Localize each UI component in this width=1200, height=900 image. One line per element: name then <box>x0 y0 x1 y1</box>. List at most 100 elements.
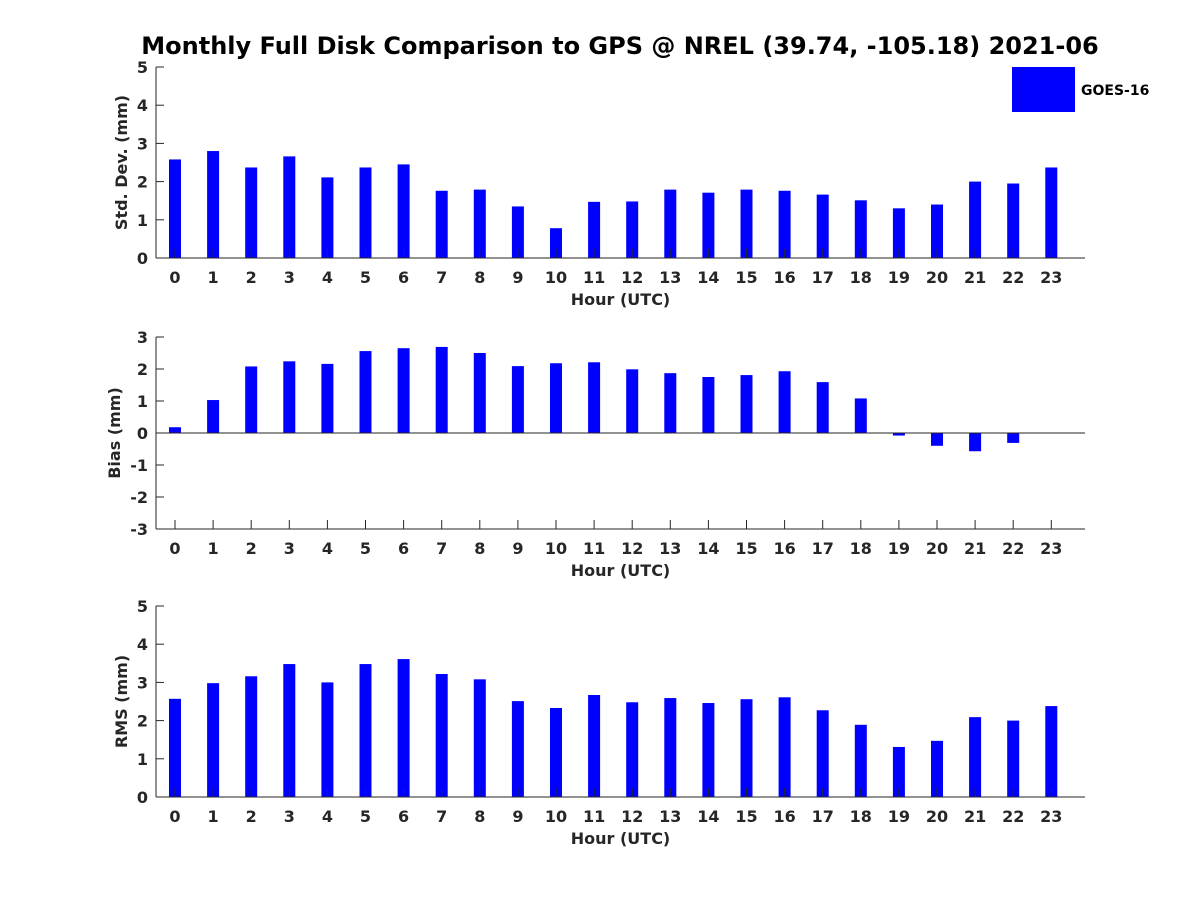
bias-x-tick-label: 16 <box>773 539 795 558</box>
rms-x-tick-label: 2 <box>246 807 257 826</box>
std-dev-y-tick-label: 5 <box>137 58 148 77</box>
bias-bar <box>359 351 372 433</box>
bias-x-tick-label: 22 <box>1002 539 1024 558</box>
bias-x-tick-label: 2 <box>246 539 257 558</box>
std-dev-bar <box>740 189 753 258</box>
rms-y-tick-label: 4 <box>137 635 148 654</box>
rms-bar <box>626 702 639 797</box>
std-dev-x-axis-label: Hour (UTC) <box>571 290 671 309</box>
rms-bar <box>550 707 562 797</box>
bias-x-tick-label: 6 <box>398 539 409 558</box>
std-dev-bar <box>854 200 867 258</box>
std-dev-bar <box>702 192 715 258</box>
rms-x-tick-label: 15 <box>735 807 757 826</box>
bias-x-tick-label: 20 <box>926 539 948 558</box>
rms-x-tick-label: 14 <box>697 807 719 826</box>
std-dev-x-tick-label: 13 <box>659 268 681 287</box>
bias-bar <box>245 366 258 433</box>
bias-y-tick-label: -2 <box>130 488 148 507</box>
std-dev-bar <box>664 189 677 258</box>
bias-x-tick-label: 23 <box>1040 539 1062 558</box>
rms-bar <box>778 697 791 797</box>
std-dev-bar <box>1045 167 1058 258</box>
bias-bar <box>588 362 601 433</box>
rms-bar <box>1045 706 1058 797</box>
rms-bar <box>435 673 448 797</box>
std-dev-x-tick-label: 11 <box>583 268 605 287</box>
rms-x-tick-label: 6 <box>398 807 409 826</box>
std-dev-x-tick-label: 16 <box>773 268 795 287</box>
bias-x-tick-label: 1 <box>208 539 219 558</box>
std-dev-bar <box>1007 183 1020 258</box>
rms-bar <box>169 698 181 797</box>
bias-x-tick-label: 21 <box>964 539 986 558</box>
rms-x-tick-label: 8 <box>474 807 485 826</box>
bias-y-tick-label: 1 <box>137 392 148 411</box>
std-dev-x-tick-label: 3 <box>284 268 295 287</box>
legend: GOES-16 <box>1012 67 1149 112</box>
rms-bar <box>207 683 220 797</box>
std-dev-y-tick-label: 0 <box>137 249 148 268</box>
bias-x-tick-label: 4 <box>322 539 333 558</box>
bias-y-tick-label: 3 <box>137 328 148 347</box>
legend-label: GOES-16 <box>1081 83 1149 99</box>
bias-bar <box>169 427 181 433</box>
std-dev-x-tick-label: 19 <box>888 268 910 287</box>
rms-x-tick-label: 17 <box>812 807 834 826</box>
std-dev-bar <box>892 208 905 258</box>
rms-y-tick-label: 3 <box>137 673 148 692</box>
std-dev-x-tick-label: 23 <box>1040 268 1062 287</box>
std-dev-y-tick-label: 3 <box>137 134 148 153</box>
std-dev-x-tick-label: 7 <box>436 268 447 287</box>
rms-bar <box>588 695 601 797</box>
bias-bar <box>397 348 410 433</box>
std-dev-y-tick-label: 1 <box>137 211 148 230</box>
rms-y-tick-label: 2 <box>137 712 148 731</box>
rms-bar <box>245 676 258 797</box>
bias-bar <box>854 398 867 433</box>
bias-bar <box>1007 433 1020 443</box>
rms-x-tick-label: 22 <box>1002 807 1024 826</box>
bias-x-tick-label: 11 <box>583 539 605 558</box>
bias-x-tick-label: 9 <box>512 539 523 558</box>
rms-x-tick-label: 5 <box>360 807 371 826</box>
std-dev-x-tick-label: 21 <box>964 268 986 287</box>
bias-y-tick-label: 0 <box>137 424 148 443</box>
std-dev-bar <box>435 190 448 258</box>
rms-x-tick-label: 18 <box>850 807 872 826</box>
std-dev-x-tick-label: 10 <box>545 268 567 287</box>
std-dev-x-tick-label: 8 <box>474 268 485 287</box>
std-dev-bar <box>969 181 982 258</box>
bias-bar <box>740 375 753 433</box>
std-dev-bar <box>816 194 829 258</box>
bias-bar <box>550 363 562 433</box>
chart-title: Monthly Full Disk Comparison to GPS @ NR… <box>141 32 1098 60</box>
rms-x-tick-label: 19 <box>888 807 910 826</box>
std-dev-x-tick-label: 9 <box>512 268 523 287</box>
std-dev-bar <box>931 204 943 258</box>
std-dev-bar <box>588 201 601 258</box>
std-dev-bar <box>283 156 296 258</box>
std-dev-bar <box>169 159 181 258</box>
bias-bar <box>816 382 829 433</box>
rms-bar <box>931 740 943 797</box>
std-dev-bar <box>550 228 562 258</box>
rms-x-tick-label: 4 <box>322 807 333 826</box>
std-dev-x-tick-label: 22 <box>1002 268 1024 287</box>
bias-bar <box>664 373 677 433</box>
bias-bar <box>702 377 715 433</box>
bias-bar <box>435 346 448 433</box>
bias-bar <box>283 361 296 433</box>
rms-bar <box>511 701 524 797</box>
bias-bar <box>511 366 524 433</box>
std-dev-x-tick-label: 0 <box>169 268 180 287</box>
std-dev-x-tick-label: 14 <box>697 268 719 287</box>
rms-bar <box>321 682 334 797</box>
rms-y-tick-label: 1 <box>137 750 148 769</box>
std-dev-x-tick-label: 1 <box>208 268 219 287</box>
rms-y-tick-label: 0 <box>137 788 148 807</box>
rms-bar <box>816 710 829 797</box>
rms-x-tick-label: 20 <box>926 807 948 826</box>
rms-bar <box>1007 720 1020 797</box>
